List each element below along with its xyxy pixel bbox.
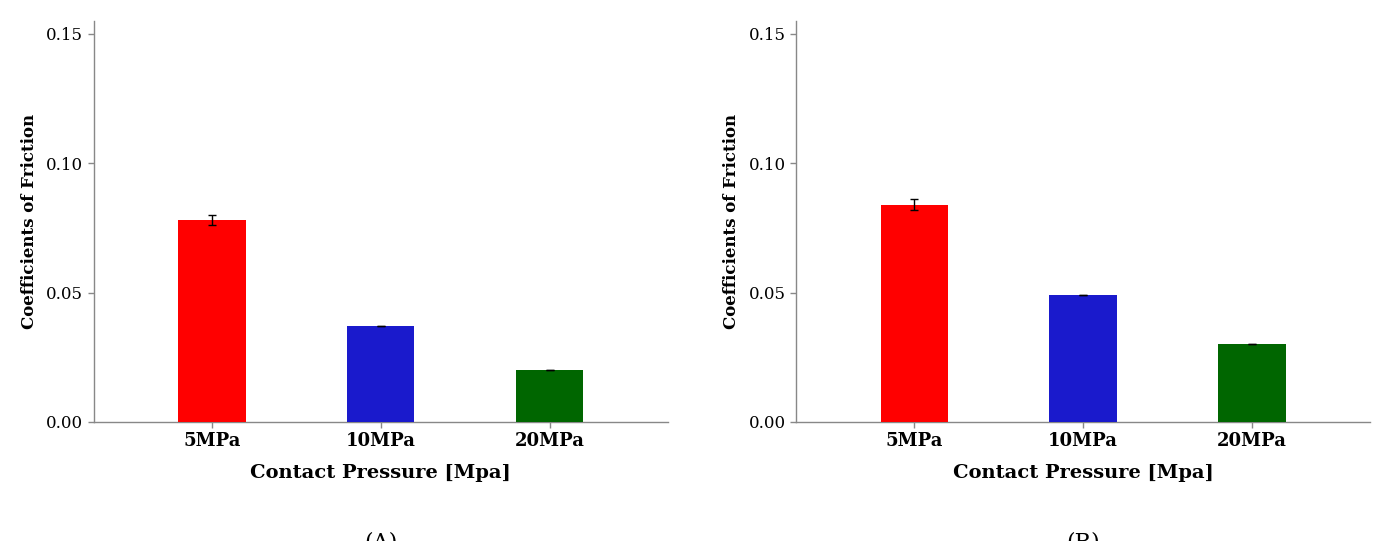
Bar: [881, 204, 949, 422]
Y-axis label: Coefficients of Friction: Coefficients of Friction: [21, 114, 38, 329]
Y-axis label: Coefficients of Friction: Coefficients of Friction: [723, 114, 740, 329]
Text: (A): (A): [364, 531, 398, 541]
Bar: [1049, 295, 1117, 422]
Bar: [1219, 344, 1285, 422]
X-axis label: Contact Pressure [Mpa]: Contact Pressure [Mpa]: [953, 464, 1213, 482]
Text: (B): (B): [1067, 531, 1100, 541]
Bar: [516, 370, 583, 422]
Bar: [346, 326, 415, 422]
X-axis label: Contact Pressure [Mpa]: Contact Pressure [Mpa]: [250, 464, 510, 482]
Bar: [178, 220, 246, 422]
